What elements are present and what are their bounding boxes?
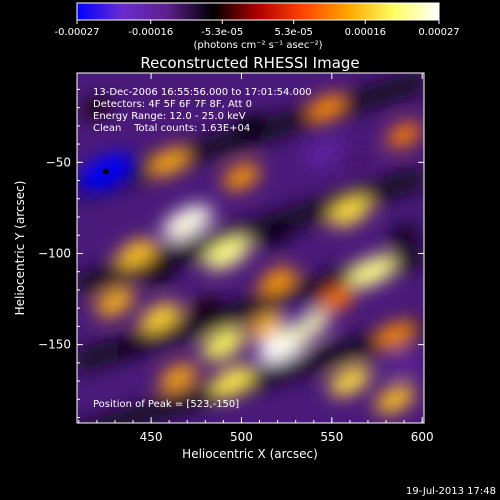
heatmap-blob [308, 94, 345, 121]
heatmap-blob [329, 366, 371, 397]
x-axis-label: Heliocentric X (arcsec) [182, 447, 318, 461]
colorbar-tick-label: 0.00016 [345, 27, 386, 38]
annotation-detectors: Detectors: 4F 5F 6F 7F 8F, Att 0 [93, 99, 252, 110]
annotation-energy-range: Energy Range: 12.0 - 25.0 keV [93, 111, 246, 122]
heatmap-blob [82, 96, 112, 119]
heatmap-blob [262, 223, 294, 247]
colorbar [76, 2, 440, 21]
heatmap-blob [235, 114, 266, 138]
heatmap-blob [95, 288, 135, 317]
chart-title: Reconstructed RHESSI Image [140, 54, 359, 72]
heatmap-blob [387, 122, 422, 148]
x-tick-label: 550 [320, 430, 343, 444]
colorbar-tick-label: 0.00027 [418, 27, 459, 38]
heatmap-blob [348, 255, 395, 289]
heatmap-blob [162, 204, 213, 241]
heatmap-blob [190, 297, 220, 320]
x-tick-label: 600 [411, 430, 434, 444]
heatmap-blob [145, 260, 176, 284]
heatmap-blob [341, 149, 377, 176]
colorbar-tick-label: -0.00027 [55, 27, 100, 38]
heatmap-blob [117, 332, 149, 357]
heatmap-blob [211, 365, 254, 397]
y-axis-label: Heliocentric Y (arcsec) [13, 181, 27, 316]
colorbar-tick-label: -0.00016 [128, 27, 173, 38]
colorbar-tick-label: 5.3e-05 [275, 27, 313, 38]
colorbar-ticks: -0.00027 -0.00016 -5.3e-05 5.3e-05 0.00016 0.… [55, 20, 460, 38]
heatmap-blobs [77, 73, 424, 423]
x-tick-label: 500 [230, 430, 253, 444]
footer-timestamp: 19-Jul-2013 17:48 [406, 486, 496, 497]
heatmap-blob [388, 223, 420, 247]
x-tick-label: 450 [140, 430, 163, 444]
colorbar-tick-label: -5.3e-05 [201, 27, 243, 38]
annotation-clean-counts: Clean Total counts: 1.63E+04 [93, 123, 250, 134]
source-core [102, 168, 109, 175]
heatmap-blob [303, 138, 343, 168]
y-axis-ticks: −50 −100 −150 [38, 88, 424, 419]
heatmap-trough [77, 166, 424, 297]
heatmap-blob [159, 363, 197, 392]
heatmap-blob [116, 239, 157, 268]
heatmap-blob [377, 322, 413, 349]
colorbar-units-label: (photons cm⁻² s⁻¹ asec⁻²) [193, 40, 322, 51]
heatmap-blob [259, 267, 296, 295]
heatmap-blob [276, 303, 315, 332]
x-axis-ticks: 450 500 550 600 [78, 73, 434, 444]
heatmap-blob [223, 163, 260, 191]
heatmap-blob [204, 237, 250, 270]
y-tick-label: −150 [38, 338, 71, 352]
heatmap-blob [280, 309, 329, 344]
peak-position-label: Position of Peak = [523,-150] [93, 399, 239, 410]
heatmap-blob [150, 148, 188, 176]
y-tick-label: −100 [38, 246, 71, 260]
annotation-time-range: 13-Dec-2006 16:55:56.000 to 17:01:54.000 [93, 87, 312, 98]
heatmap-blob [375, 384, 415, 414]
plot-frame [76, 72, 425, 424]
heatmap-blob [385, 349, 423, 377]
heatmap-blob [320, 286, 354, 312]
peak-marker [102, 168, 109, 175]
heatmap-blob [201, 328, 246, 361]
y-tick-label: −50 [46, 155, 71, 169]
heatmap-blob [329, 196, 371, 227]
heatmap-blob [139, 302, 181, 332]
